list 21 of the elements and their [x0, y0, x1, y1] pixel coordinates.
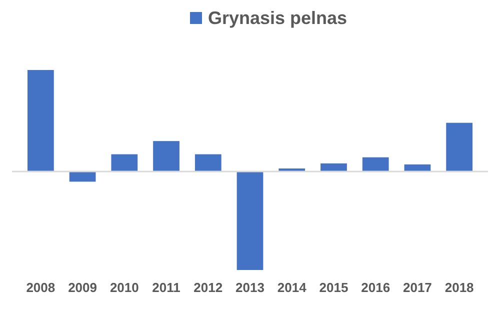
x-tick-label: 2015 — [319, 280, 348, 295]
bar — [111, 154, 138, 172]
x-tick-label: 2013 — [236, 280, 264, 295]
x-tick-label: 2012 — [194, 280, 223, 295]
x-tick-label: 2009 — [68, 280, 98, 295]
x-tick-label: 2014 — [277, 280, 308, 295]
bar — [320, 163, 347, 172]
x-tick-label: 2008 — [26, 280, 56, 295]
legend-label: Grynasis pelnas — [208, 8, 348, 28]
bar — [362, 157, 389, 172]
bar — [153, 141, 180, 172]
x-tick-label: 2017 — [402, 280, 432, 295]
x-tick-label: 2011 — [152, 280, 180, 295]
bar — [27, 70, 54, 172]
x-tick-label: 2018 — [444, 280, 474, 295]
bar — [404, 164, 431, 172]
bar — [446, 122, 473, 172]
bar — [194, 154, 222, 172]
x-tick-label: 2016 — [361, 280, 390, 295]
x-tick-label: 2010 — [110, 280, 139, 295]
bar — [236, 172, 264, 270]
